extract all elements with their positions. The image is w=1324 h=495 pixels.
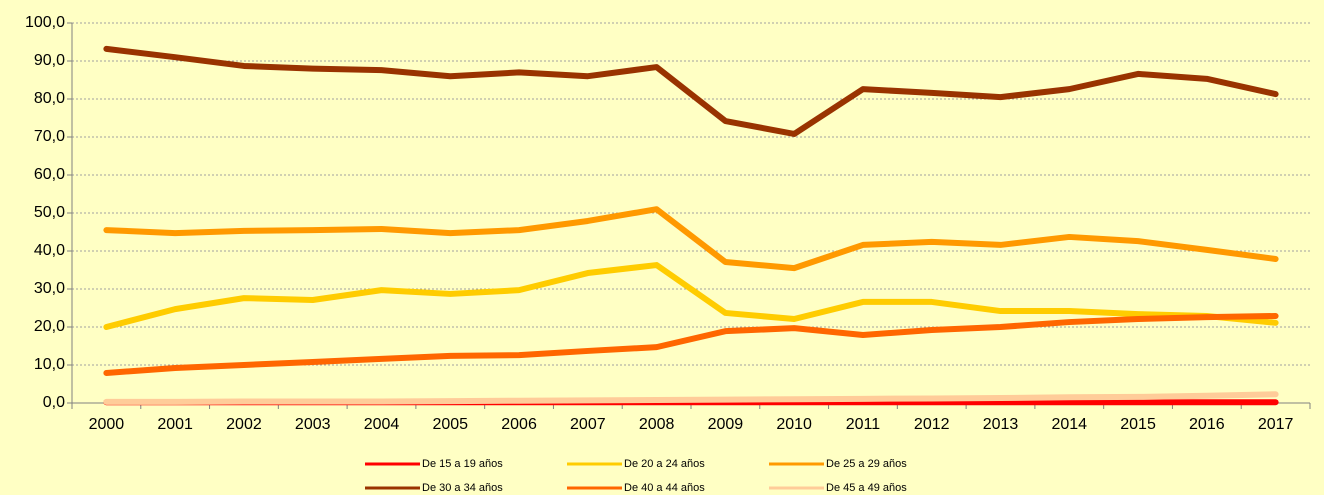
legend-label: De 40 a 44 años <box>624 482 705 494</box>
legend-label: De 25 a 29 años <box>826 458 907 470</box>
legend-label: De 30 a 34 años <box>422 482 503 494</box>
x-tick-label: 2010 <box>776 416 812 433</box>
x-tick-label: 2011 <box>846 416 881 433</box>
x-tick-label: 2002 <box>226 416 262 433</box>
y-tick-label: 100,0 <box>25 14 65 31</box>
y-tick-label: 20,0 <box>34 318 65 335</box>
x-tick-label: 2015 <box>1120 416 1156 433</box>
y-tick-label: 80,0 <box>34 90 65 107</box>
x-tick-label: 2012 <box>914 416 950 433</box>
y-tick-label: 50,0 <box>34 204 65 221</box>
x-tick-label: 2006 <box>501 416 537 433</box>
x-tick-label: 2000 <box>89 416 125 433</box>
y-tick-label: 40,0 <box>34 242 65 259</box>
y-tick-label: 30,0 <box>34 280 65 297</box>
x-tick-label: 2017 <box>1258 416 1294 433</box>
series-line <box>103 262 1279 330</box>
x-tick-label: 2016 <box>1189 416 1225 433</box>
x-tick-label: 2008 <box>639 416 675 433</box>
y-tick-label: 70,0 <box>34 128 65 145</box>
x-tick-label: 2003 <box>295 416 331 433</box>
y-tick-label: 0,0 <box>43 394 65 411</box>
series-line <box>103 312 1279 376</box>
legend-label: De 45 a 49 años <box>826 482 907 494</box>
series-line <box>103 206 1279 272</box>
x-tick-label: 2001 <box>157 416 193 433</box>
x-tick-label: 2005 <box>432 416 468 433</box>
x-tick-label: 2004 <box>364 416 400 433</box>
legend-label: De 15 a 19 años <box>422 458 503 470</box>
x-tick-label: 2009 <box>708 416 744 433</box>
y-tick-label: 10,0 <box>34 356 65 373</box>
y-tick-label: 90,0 <box>34 52 65 69</box>
x-tick-label: 2014 <box>1051 416 1087 433</box>
x-tick-label: 2007 <box>570 416 606 433</box>
series-line <box>103 391 1279 405</box>
x-tick-label: 2013 <box>983 416 1019 433</box>
series-line <box>103 45 1279 137</box>
y-tick-label: 60,0 <box>34 166 65 183</box>
legend-label: De 20 a 24 años <box>624 458 705 470</box>
